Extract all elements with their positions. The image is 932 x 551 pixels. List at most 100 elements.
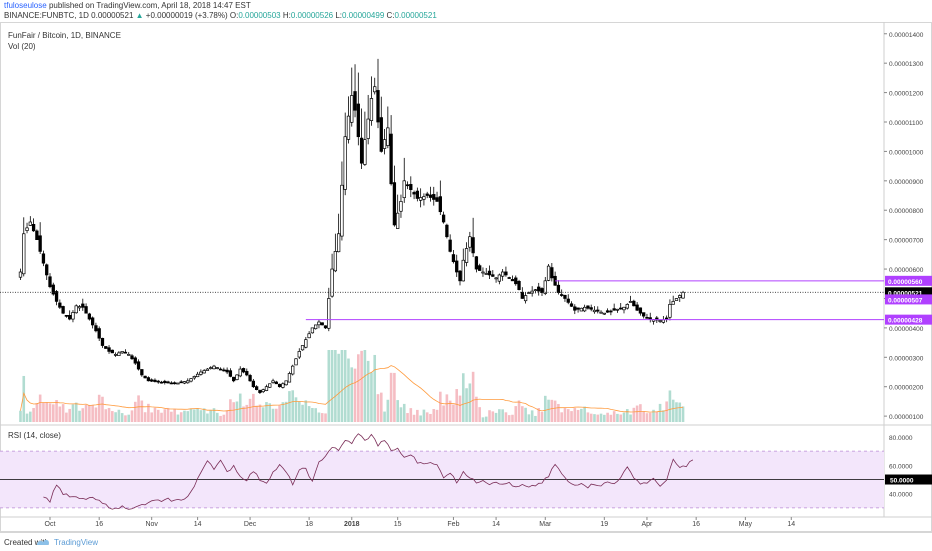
candle-body <box>150 379 154 382</box>
candle-body <box>163 380 167 384</box>
x-tick-label: 18 <box>305 521 313 528</box>
volume-bar <box>320 413 324 422</box>
candle-body <box>422 196 426 200</box>
volume-bar <box>347 358 350 422</box>
candle-body <box>297 351 301 358</box>
volume-bar <box>389 372 393 422</box>
candle-body <box>48 276 52 288</box>
volume-bar <box>114 412 117 422</box>
x-tick-label: Oct <box>45 521 56 528</box>
volume-bar <box>402 403 406 422</box>
volume-bar <box>38 394 42 422</box>
volume-bar <box>189 408 193 422</box>
volume-bar <box>206 413 209 422</box>
volume-bar <box>337 353 340 422</box>
close-value: 0.00000521 <box>394 11 437 20</box>
volume-bar <box>537 408 541 422</box>
volume-bar <box>678 402 682 422</box>
candle-body <box>323 325 328 329</box>
volume-bar <box>563 407 567 422</box>
volume-bar <box>399 407 403 422</box>
volume-bar <box>586 412 590 422</box>
candle-body <box>156 380 160 383</box>
candle-body <box>113 354 118 356</box>
volume-bar <box>25 413 29 422</box>
candle-body <box>487 270 492 276</box>
volume-bar <box>183 410 186 422</box>
volume-bar <box>170 411 173 422</box>
candle-body <box>232 376 236 382</box>
candle-body <box>540 288 544 293</box>
volume-bar <box>675 402 678 422</box>
y-tick-label: 0.00000800 <box>889 208 924 215</box>
volume-bar <box>32 408 35 422</box>
volume-bar <box>238 393 242 422</box>
author-link[interactable]: tfuloseulose <box>4 1 47 10</box>
volume-bar <box>74 402 78 422</box>
tradingview-brand-link[interactable]: TradingView <box>54 538 99 547</box>
volume-bar <box>560 412 563 422</box>
candle-body <box>228 370 233 377</box>
volume-bar <box>671 399 675 422</box>
candle-body <box>304 339 308 348</box>
volume-bar <box>311 408 314 422</box>
candle-body <box>615 308 620 311</box>
level-price-tag <box>885 314 932 325</box>
level-price-label: 0.00000428 <box>888 318 923 325</box>
candle-body <box>45 264 49 276</box>
candle-body <box>474 256 479 270</box>
volume-bar <box>511 414 514 422</box>
candle-body <box>81 303 85 308</box>
volume-bar <box>593 414 596 422</box>
price-mark-tag <box>885 287 932 298</box>
volume-bar <box>340 350 344 422</box>
volume-bar <box>645 413 649 422</box>
volume-bar <box>143 412 147 422</box>
volume-bar <box>439 391 442 422</box>
x-tick-label: May <box>739 521 753 528</box>
volume-bar <box>612 411 616 422</box>
open-label: O: <box>229 11 239 20</box>
volume-bar <box>294 397 298 422</box>
x-tick-label: Dec <box>244 521 257 528</box>
volume-bar <box>242 406 245 422</box>
candle-body <box>497 274 502 282</box>
price-chart[interactable]: FunFair / Bitcoin, 1D, BINANCE Vol (20) … <box>0 22 932 532</box>
publish-line: tfuloseulose published on TradingView.co… <box>4 1 251 10</box>
volume-bar <box>61 404 65 422</box>
volume-bar <box>566 409 570 422</box>
candle-body <box>458 270 462 282</box>
volume-bar <box>150 412 153 422</box>
candle-body <box>22 233 26 275</box>
candle-body <box>517 280 521 290</box>
x-tick-label: Mar <box>539 521 552 528</box>
candle-body <box>68 315 72 320</box>
open-value: 0.00000503 <box>238 11 281 20</box>
volume-bar <box>133 401 137 422</box>
candle-body <box>314 324 318 330</box>
volume-bar <box>330 350 334 422</box>
candle-body <box>215 367 219 369</box>
volume-bar <box>619 414 623 422</box>
candle-body <box>189 378 193 382</box>
candle-body <box>123 351 128 354</box>
candle-body <box>451 254 456 263</box>
candle-body <box>205 368 210 371</box>
volume-bar <box>642 411 645 422</box>
volume-bar <box>68 408 71 422</box>
candle-body <box>294 358 298 366</box>
rsi-mid-tag <box>885 474 932 485</box>
volume-bar <box>258 404 262 422</box>
volume-bar <box>225 410 229 422</box>
candle-body <box>254 386 259 390</box>
candle-body <box>212 365 216 370</box>
volume-bar <box>452 404 455 422</box>
volume-bar <box>29 411 32 422</box>
volume-bar <box>209 410 213 422</box>
volume-bar <box>553 400 557 422</box>
candle-body <box>382 139 387 149</box>
candle-body <box>28 221 32 226</box>
volume-bar <box>543 395 547 422</box>
chart-area[interactable]: FunFair / Bitcoin, 1D, BINANCE Vol (20) … <box>0 22 932 532</box>
volume-bar <box>42 402 45 422</box>
